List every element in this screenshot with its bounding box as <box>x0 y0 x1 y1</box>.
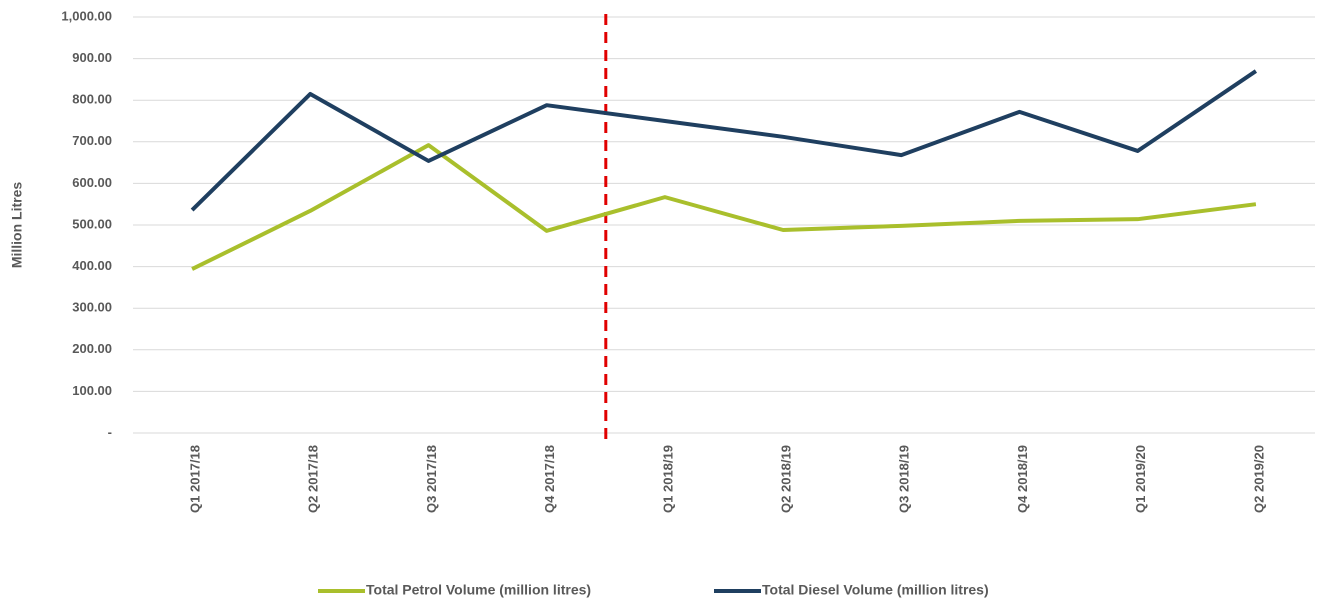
x-tick-label: Q1 2018/19 <box>660 445 675 513</box>
x-tick-label: Q1 2019/20 <box>1133 445 1148 513</box>
x-tick-label: Q3 2018/19 <box>897 445 912 513</box>
x-tick-label: Q4 2017/18 <box>542 445 557 513</box>
y-tick-label: - <box>108 424 112 439</box>
y-tick-label: 500.00 <box>72 216 112 231</box>
x-tick-label: Q2 2019/20 <box>1251 445 1266 513</box>
y-tick-label: 100.00 <box>72 383 112 398</box>
legend-label: Total Petrol Volume (million litres) <box>366 582 591 598</box>
x-tick-label: Q2 2017/18 <box>306 445 321 513</box>
x-tick-label: Q2 2018/19 <box>779 445 794 513</box>
y-tick-label: 800.00 <box>72 92 112 107</box>
y-tick-label: 200.00 <box>72 341 112 356</box>
x-tick-label: Q4 2018/19 <box>1015 445 1030 513</box>
x-tick-label: Q1 2017/18 <box>188 445 203 513</box>
y-tick-label: 600.00 <box>72 175 112 190</box>
legend-label: Total Diesel Volume (million litres) <box>762 582 989 598</box>
y-tick-label: 300.00 <box>72 300 112 315</box>
y-tick-label: 400.00 <box>72 258 112 273</box>
y-tick-label: 700.00 <box>72 133 112 148</box>
y-axis-label: Million Litres <box>9 182 25 269</box>
y-tick-label: 900.00 <box>72 50 112 65</box>
series-line <box>191 143 1257 271</box>
series-line <box>190 69 1258 212</box>
x-tick-label: Q3 2017/18 <box>424 445 439 513</box>
y-tick-label: 1,000.00 <box>61 8 112 23</box>
